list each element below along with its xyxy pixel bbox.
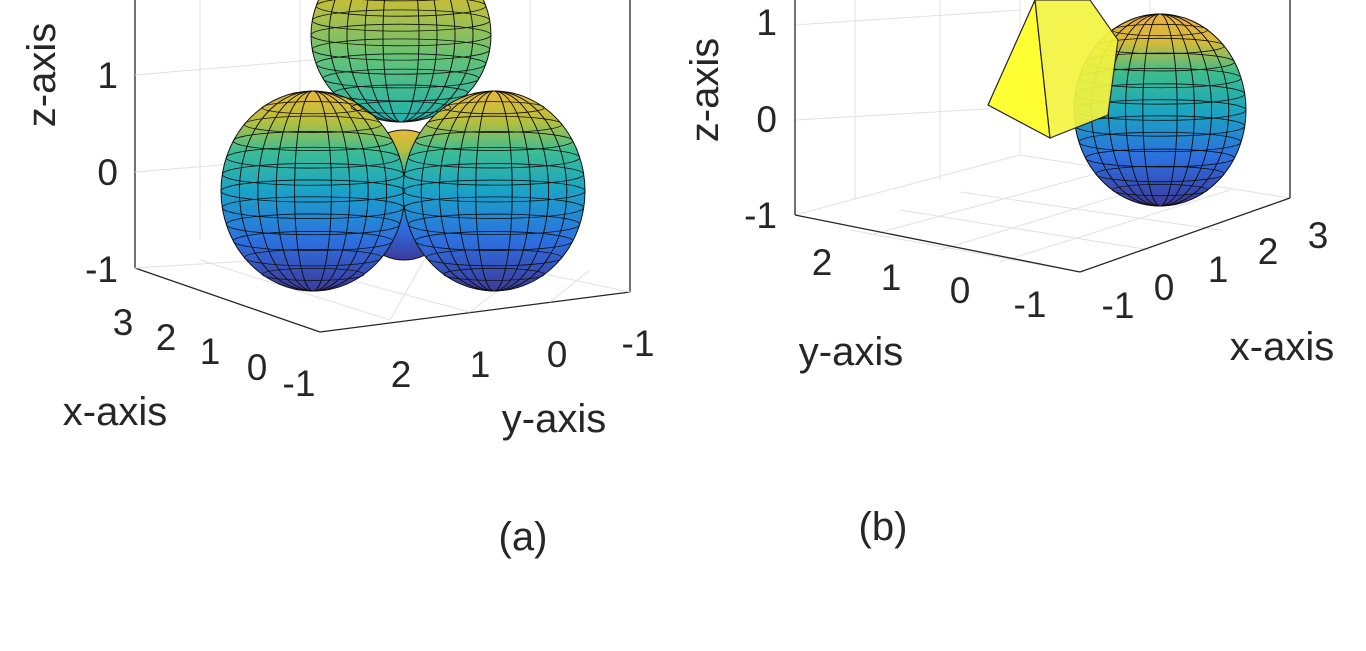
mesh-latitude xyxy=(232,231,394,251)
mesh-latitude xyxy=(311,9,491,32)
panel-b-y-tick: 0 xyxy=(950,270,971,311)
panel-b-z-tick: 0 xyxy=(756,99,777,140)
mesh-latitude xyxy=(220,179,406,203)
panel-a-x-tick: 0 xyxy=(247,347,268,388)
panel-a-x-label: x-axis xyxy=(63,390,167,434)
mesh-latitude xyxy=(407,146,581,169)
mesh-latitude xyxy=(425,115,563,133)
panel-a-y-tick: 2 xyxy=(391,354,412,395)
panel-b-y-tick: 2 xyxy=(812,242,833,283)
panel-b-x-ticks: -1 0 1 2 3 xyxy=(1102,215,1329,326)
mesh-latitude xyxy=(310,23,492,47)
mesh-longitude xyxy=(420,90,568,292)
panel-a-y-tick: 0 xyxy=(547,334,568,375)
panel-a-y-ticks: 2 1 0 -1 xyxy=(391,323,655,395)
panel-a-x-tick: 2 xyxy=(156,317,177,358)
mesh-latitude xyxy=(1085,148,1235,168)
mesh-latitude xyxy=(315,0,487,17)
mesh-latitude xyxy=(407,213,581,236)
panel-b-y-tick: -1 xyxy=(1014,284,1047,325)
mesh-longitude xyxy=(328,0,474,123)
panel-b-x-label: x-axis xyxy=(1230,325,1334,369)
panel-b-caption: (b) xyxy=(859,505,908,549)
mesh-longitude xyxy=(238,90,387,292)
mesh-latitude xyxy=(414,231,574,251)
mesh-latitude xyxy=(315,53,487,75)
mesh-latitude xyxy=(225,146,401,169)
mesh-latitude xyxy=(1078,131,1242,153)
mesh-latitude xyxy=(443,101,545,115)
mesh-latitude xyxy=(362,0,440,2)
mesh-latitude xyxy=(244,115,382,133)
mesh-latitude xyxy=(244,249,382,267)
panel-b-z-label: z-axis xyxy=(683,38,727,142)
mesh-latitude xyxy=(403,196,585,219)
mesh-latitude xyxy=(311,38,491,61)
mesh-latitude xyxy=(333,84,469,102)
panel-b-pyramid xyxy=(987,0,1119,140)
panel-a-x-ticks: 3 2 1 0 -1 xyxy=(113,302,316,404)
mesh-latitude xyxy=(414,131,574,151)
panel-b-z-tick: -1 xyxy=(744,195,777,236)
panel-b-grid xyxy=(794,0,1291,273)
panel-a-caption: (a) xyxy=(499,515,548,559)
panel-b-x-tick: 2 xyxy=(1258,231,1279,272)
panel-b-x-tick: 3 xyxy=(1308,215,1329,256)
mesh-latitude xyxy=(261,101,365,115)
panel-a-z-tick: -1 xyxy=(85,249,118,290)
panel-b-z-ticks: 1 0 -1 xyxy=(744,2,777,236)
panel-a-y-label: y-axis xyxy=(502,397,606,441)
mesh-latitude xyxy=(425,249,563,267)
mesh-latitude xyxy=(402,179,586,203)
panel-b-axes xyxy=(794,0,1291,273)
panel-b-y-tick: 1 xyxy=(881,257,902,298)
panel-a-sphere-mesh xyxy=(220,0,586,292)
mesh-latitude xyxy=(1112,23,1208,37)
mesh-latitude xyxy=(225,213,401,236)
mesh-latitude xyxy=(403,163,585,186)
panel-b-x-tick: 1 xyxy=(1208,249,1229,290)
panel-a-x-tick: 3 xyxy=(113,302,134,343)
panel-b-x-tick: -1 xyxy=(1102,285,1135,326)
panel-a-y-tick: -1 xyxy=(622,323,655,364)
panel-b-z-tick: 1 xyxy=(756,2,777,43)
panel-a-z-ticks: 1 0 -1 xyxy=(85,55,118,290)
panel-a-x-tick: -1 xyxy=(283,363,316,404)
mesh-latitude xyxy=(261,267,365,281)
mesh-latitude xyxy=(443,267,545,281)
mesh-latitude xyxy=(221,163,405,186)
mesh-latitude xyxy=(232,131,394,151)
mesh-latitude xyxy=(1095,165,1225,183)
panel-b-x-tick: 0 xyxy=(1154,267,1175,308)
panel-a-x-tick: 1 xyxy=(200,331,221,372)
mesh-latitude xyxy=(350,101,452,114)
mesh-latitude xyxy=(221,196,405,219)
panel-a: 1 0 -1 3 2 1 0 -1 2 1 0 -1 z-axis x-axis… xyxy=(20,0,654,559)
panel-a-z-tick: 0 xyxy=(97,152,118,193)
panel-a-z-label: z-axis xyxy=(20,23,64,127)
mesh-latitude xyxy=(1112,183,1208,197)
panel-b: 1 0 -1 2 1 0 -1 -1 0 1 2 3 z-axis y-axis… xyxy=(683,0,1334,549)
panel-a-sphere-left xyxy=(220,90,406,292)
panel-a-y-tick: 1 xyxy=(470,344,491,385)
panel-b-y-label: y-axis xyxy=(799,330,903,374)
panel-a-sphere-right xyxy=(402,90,586,292)
panel-a-z-tick: 1 xyxy=(97,55,118,96)
mesh-latitude xyxy=(322,68,480,89)
panel-a-axes xyxy=(134,0,631,333)
panel-b-y-ticks: 2 1 0 -1 xyxy=(812,242,1047,325)
